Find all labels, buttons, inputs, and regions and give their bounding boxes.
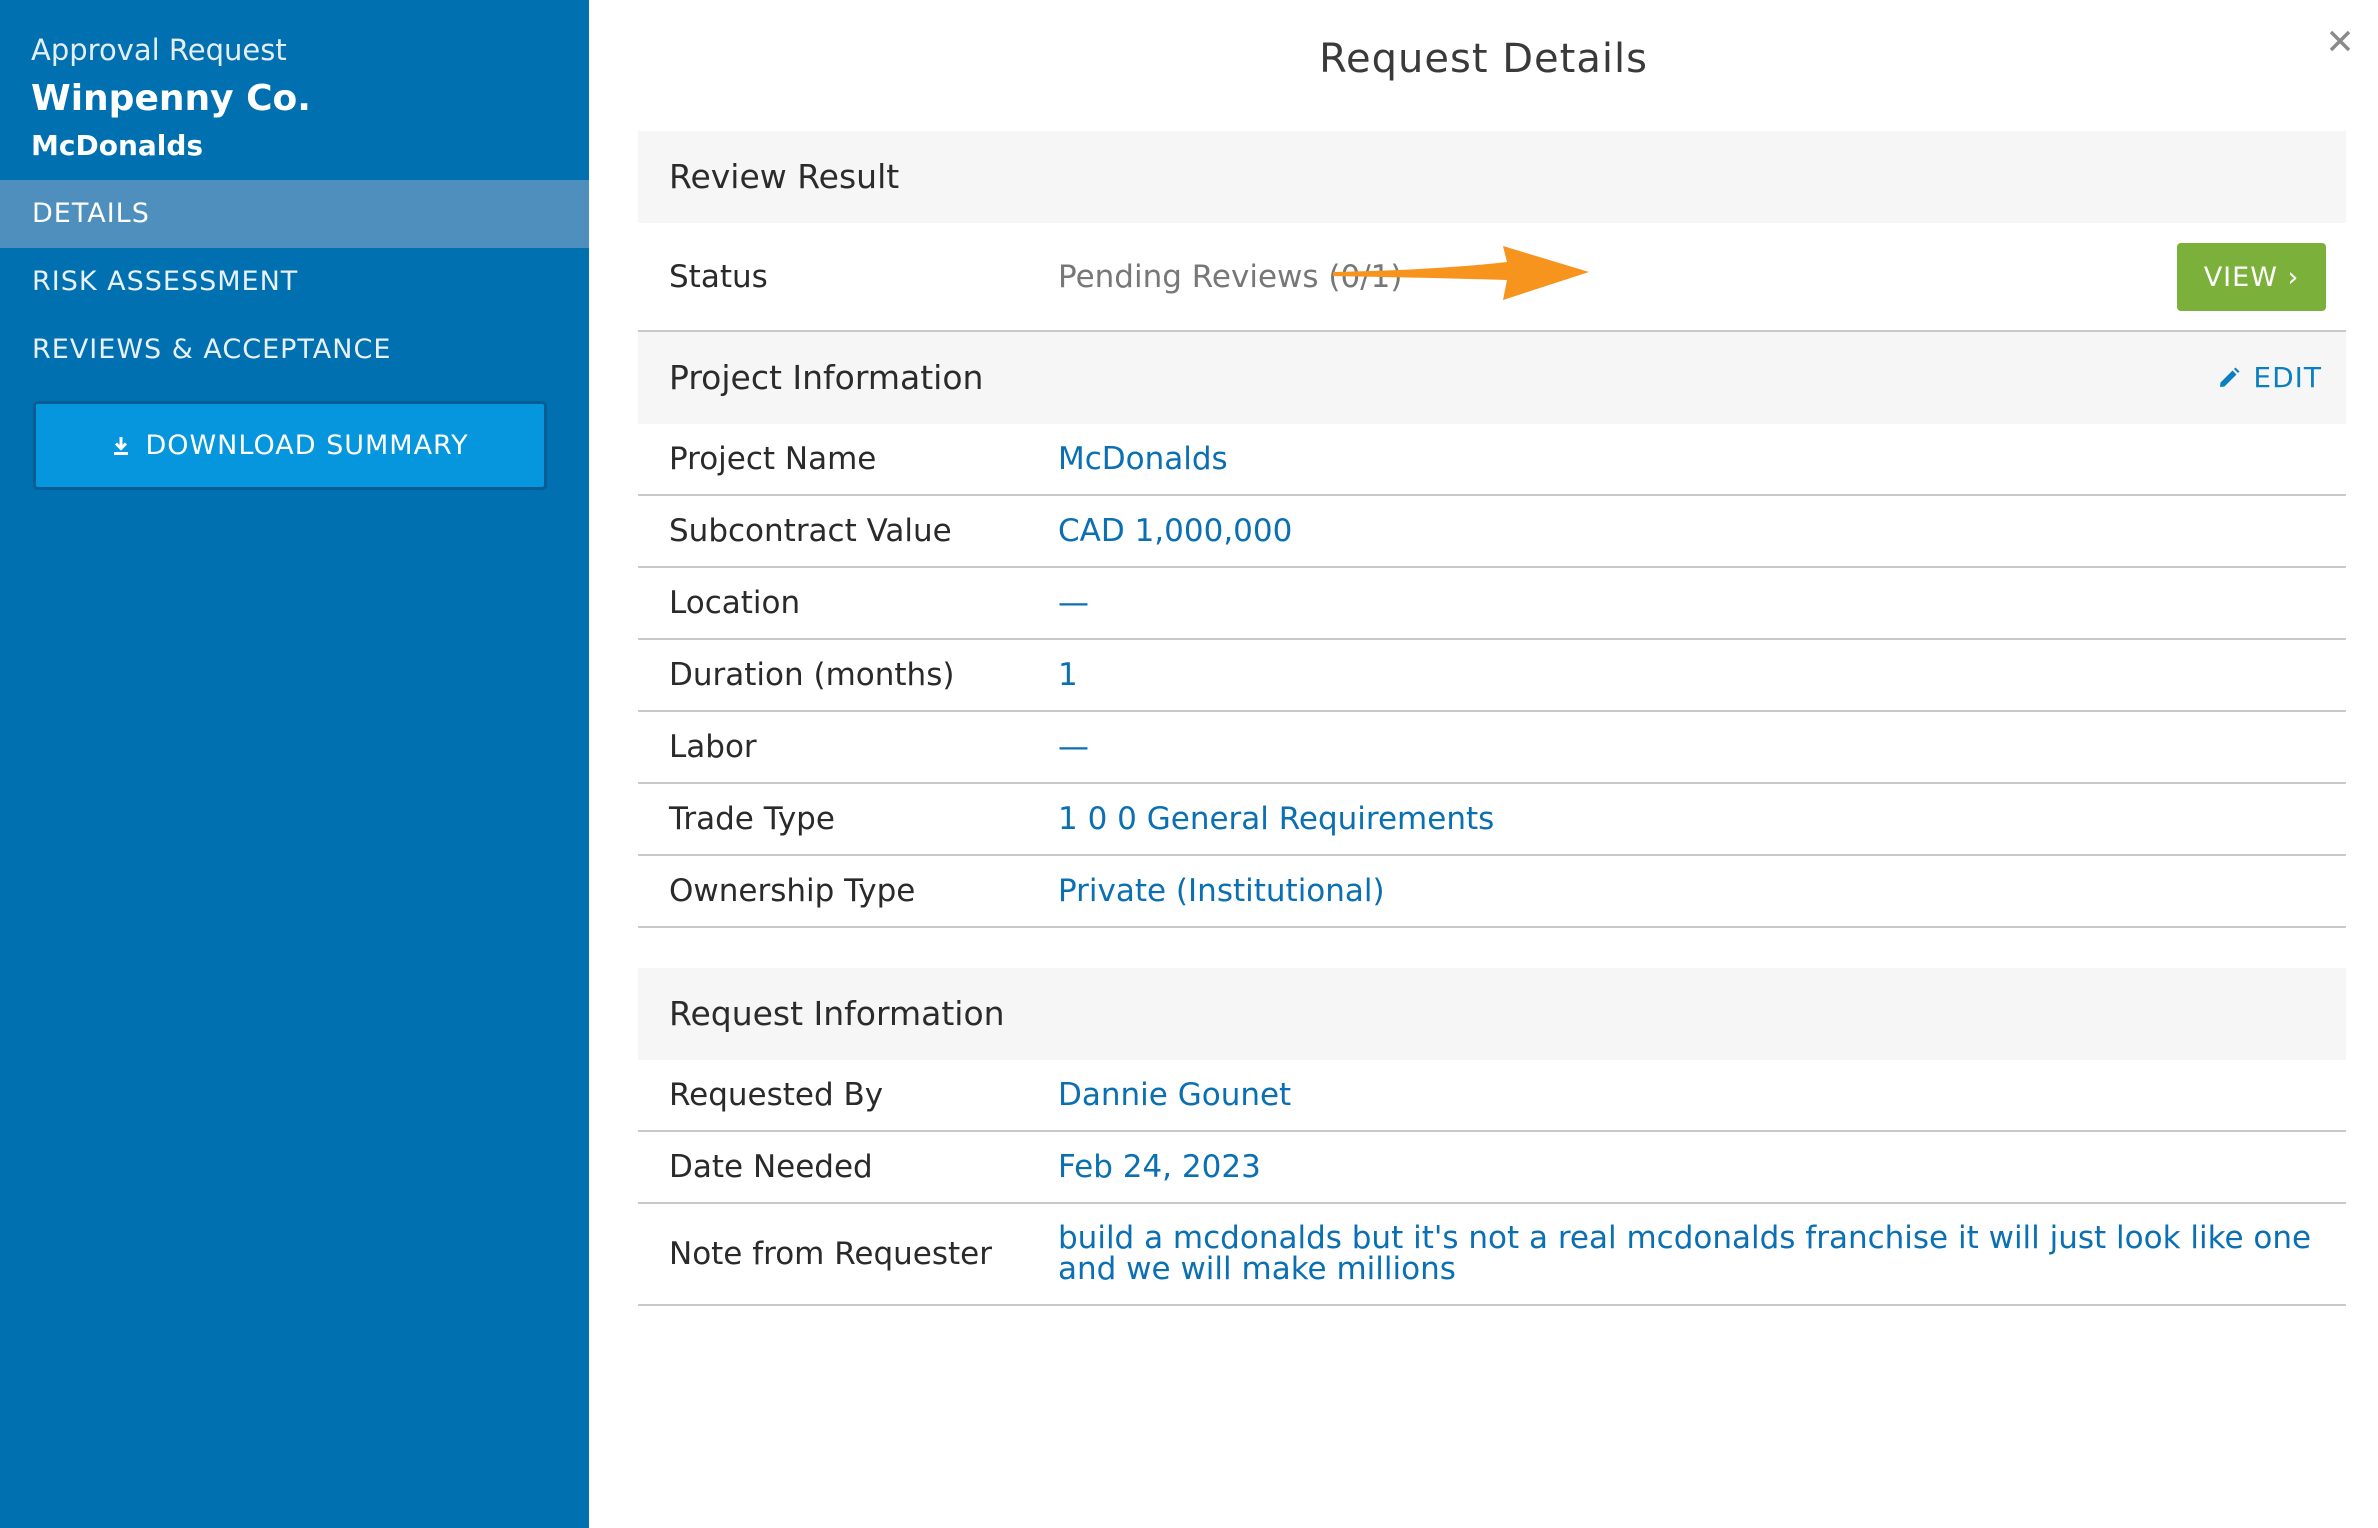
location-value[interactable]: — xyxy=(1058,585,1089,621)
subcontract-value-value[interactable]: CAD 1,000,000 xyxy=(1058,513,1293,549)
page-title: Request Details xyxy=(1319,36,1648,82)
labor-label: Labor xyxy=(669,729,757,765)
note-from-requester-value: build a mcdonalds but it's not a real mc… xyxy=(1058,1220,2312,1287)
download-summary-button[interactable]: DOWNLOAD SUMMARY xyxy=(33,401,547,490)
ownership-type-label: Ownership Type xyxy=(669,873,916,909)
pencil-icon xyxy=(2220,367,2240,387)
location-label: Location xyxy=(669,585,801,621)
download-summary-label: DOWNLOAD SUMMARY xyxy=(145,430,469,461)
table-row: Project Name McDonalds xyxy=(638,424,2346,496)
requested-by-label: Requested By xyxy=(669,1077,884,1113)
duration-label: Duration (months) xyxy=(669,657,955,693)
nav-item-details[interactable]: DETAILS xyxy=(0,180,589,248)
close-icon[interactable] xyxy=(2321,22,2361,62)
view-button[interactable]: VIEW › xyxy=(2177,243,2326,311)
project-information-section: Project Information EDIT Project Name Mc… xyxy=(638,332,2346,928)
ownership-type-value[interactable]: Private (Institutional) xyxy=(1058,873,1385,909)
request-header-label: Request Information xyxy=(669,994,1005,1033)
table-row: Subcontract Value CAD 1,000,000 xyxy=(638,496,2346,568)
section-header-review: Review Result xyxy=(638,131,2346,223)
date-needed-value[interactable]: Feb 24, 2023 xyxy=(1058,1149,1261,1185)
project-name-value[interactable]: McDonalds xyxy=(1058,441,1228,477)
sidebar-header: Approval Request Winpenny Co. McDonalds xyxy=(31,30,311,166)
table-row: Note from Requester build a mcdonalds bu… xyxy=(638,1204,2346,1306)
section-header-project: Project Information EDIT xyxy=(638,332,2346,424)
sidebar: Approval Request Winpenny Co. McDonalds … xyxy=(0,0,589,1528)
note-from-requester-label: Note from Requester xyxy=(669,1236,992,1272)
project-header-label: Project Information xyxy=(669,358,984,397)
review-result-section: Review Result Status Pending Reviews (0/… xyxy=(638,131,2346,332)
company-name: Winpenny Co. xyxy=(31,78,311,119)
table-row: Location — xyxy=(638,568,2346,640)
review-header-label: Review Result xyxy=(669,157,900,196)
nav-item-risk-assessment[interactable]: RISK ASSESSMENT xyxy=(32,266,299,297)
trade-type-value[interactable]: 1 0 0 General Requirements xyxy=(1058,801,1495,837)
status-value: Pending Reviews (0/1) xyxy=(1058,258,1403,295)
table-row: Labor — xyxy=(638,712,2346,784)
annotation-arrow-icon xyxy=(1333,246,1589,300)
table-row: Requested By Dannie Gounet xyxy=(638,1060,2346,1132)
status-row: Status Pending Reviews (0/1) VIEW › xyxy=(638,223,2346,332)
download-icon xyxy=(114,436,129,455)
date-needed-label: Date Needed xyxy=(669,1149,873,1185)
duration-value[interactable]: 1 xyxy=(1058,657,1078,693)
table-row: Date Needed Feb 24, 2023 xyxy=(638,1132,2346,1204)
subcontract-value-label: Subcontract Value xyxy=(669,513,952,549)
status-label: Status xyxy=(669,258,768,295)
project-name-label: Project Name xyxy=(669,441,877,477)
request-information-section: Request Information Requested By Dannie … xyxy=(638,968,2346,1306)
table-row: Trade Type 1 0 0 General Requirements xyxy=(638,784,2346,856)
nav-item-reviews-acceptance[interactable]: REVIEWS & ACCEPTANCE xyxy=(32,334,392,365)
requested-by-value[interactable]: Dannie Gounet xyxy=(1058,1077,1292,1113)
edit-button[interactable]: EDIT xyxy=(2217,332,2322,424)
sidebar-caption: Approval Request xyxy=(31,33,287,67)
project-name: McDonalds xyxy=(31,129,204,162)
labor-value[interactable]: — xyxy=(1058,729,1089,765)
section-header-request: Request Information xyxy=(638,968,2346,1060)
table-row: Duration (months) 1 xyxy=(638,640,2346,712)
main-panel: Request Details Review Result Status Pen… xyxy=(589,0,2378,1528)
trade-type-label: Trade Type xyxy=(669,801,835,837)
sidebar-nav: DETAILS RISK ASSESSMENT REVIEWS & ACCEPT… xyxy=(0,180,589,384)
table-row: Ownership Type Private (Institutional) xyxy=(638,856,2346,928)
edit-label: EDIT xyxy=(2253,361,2322,394)
